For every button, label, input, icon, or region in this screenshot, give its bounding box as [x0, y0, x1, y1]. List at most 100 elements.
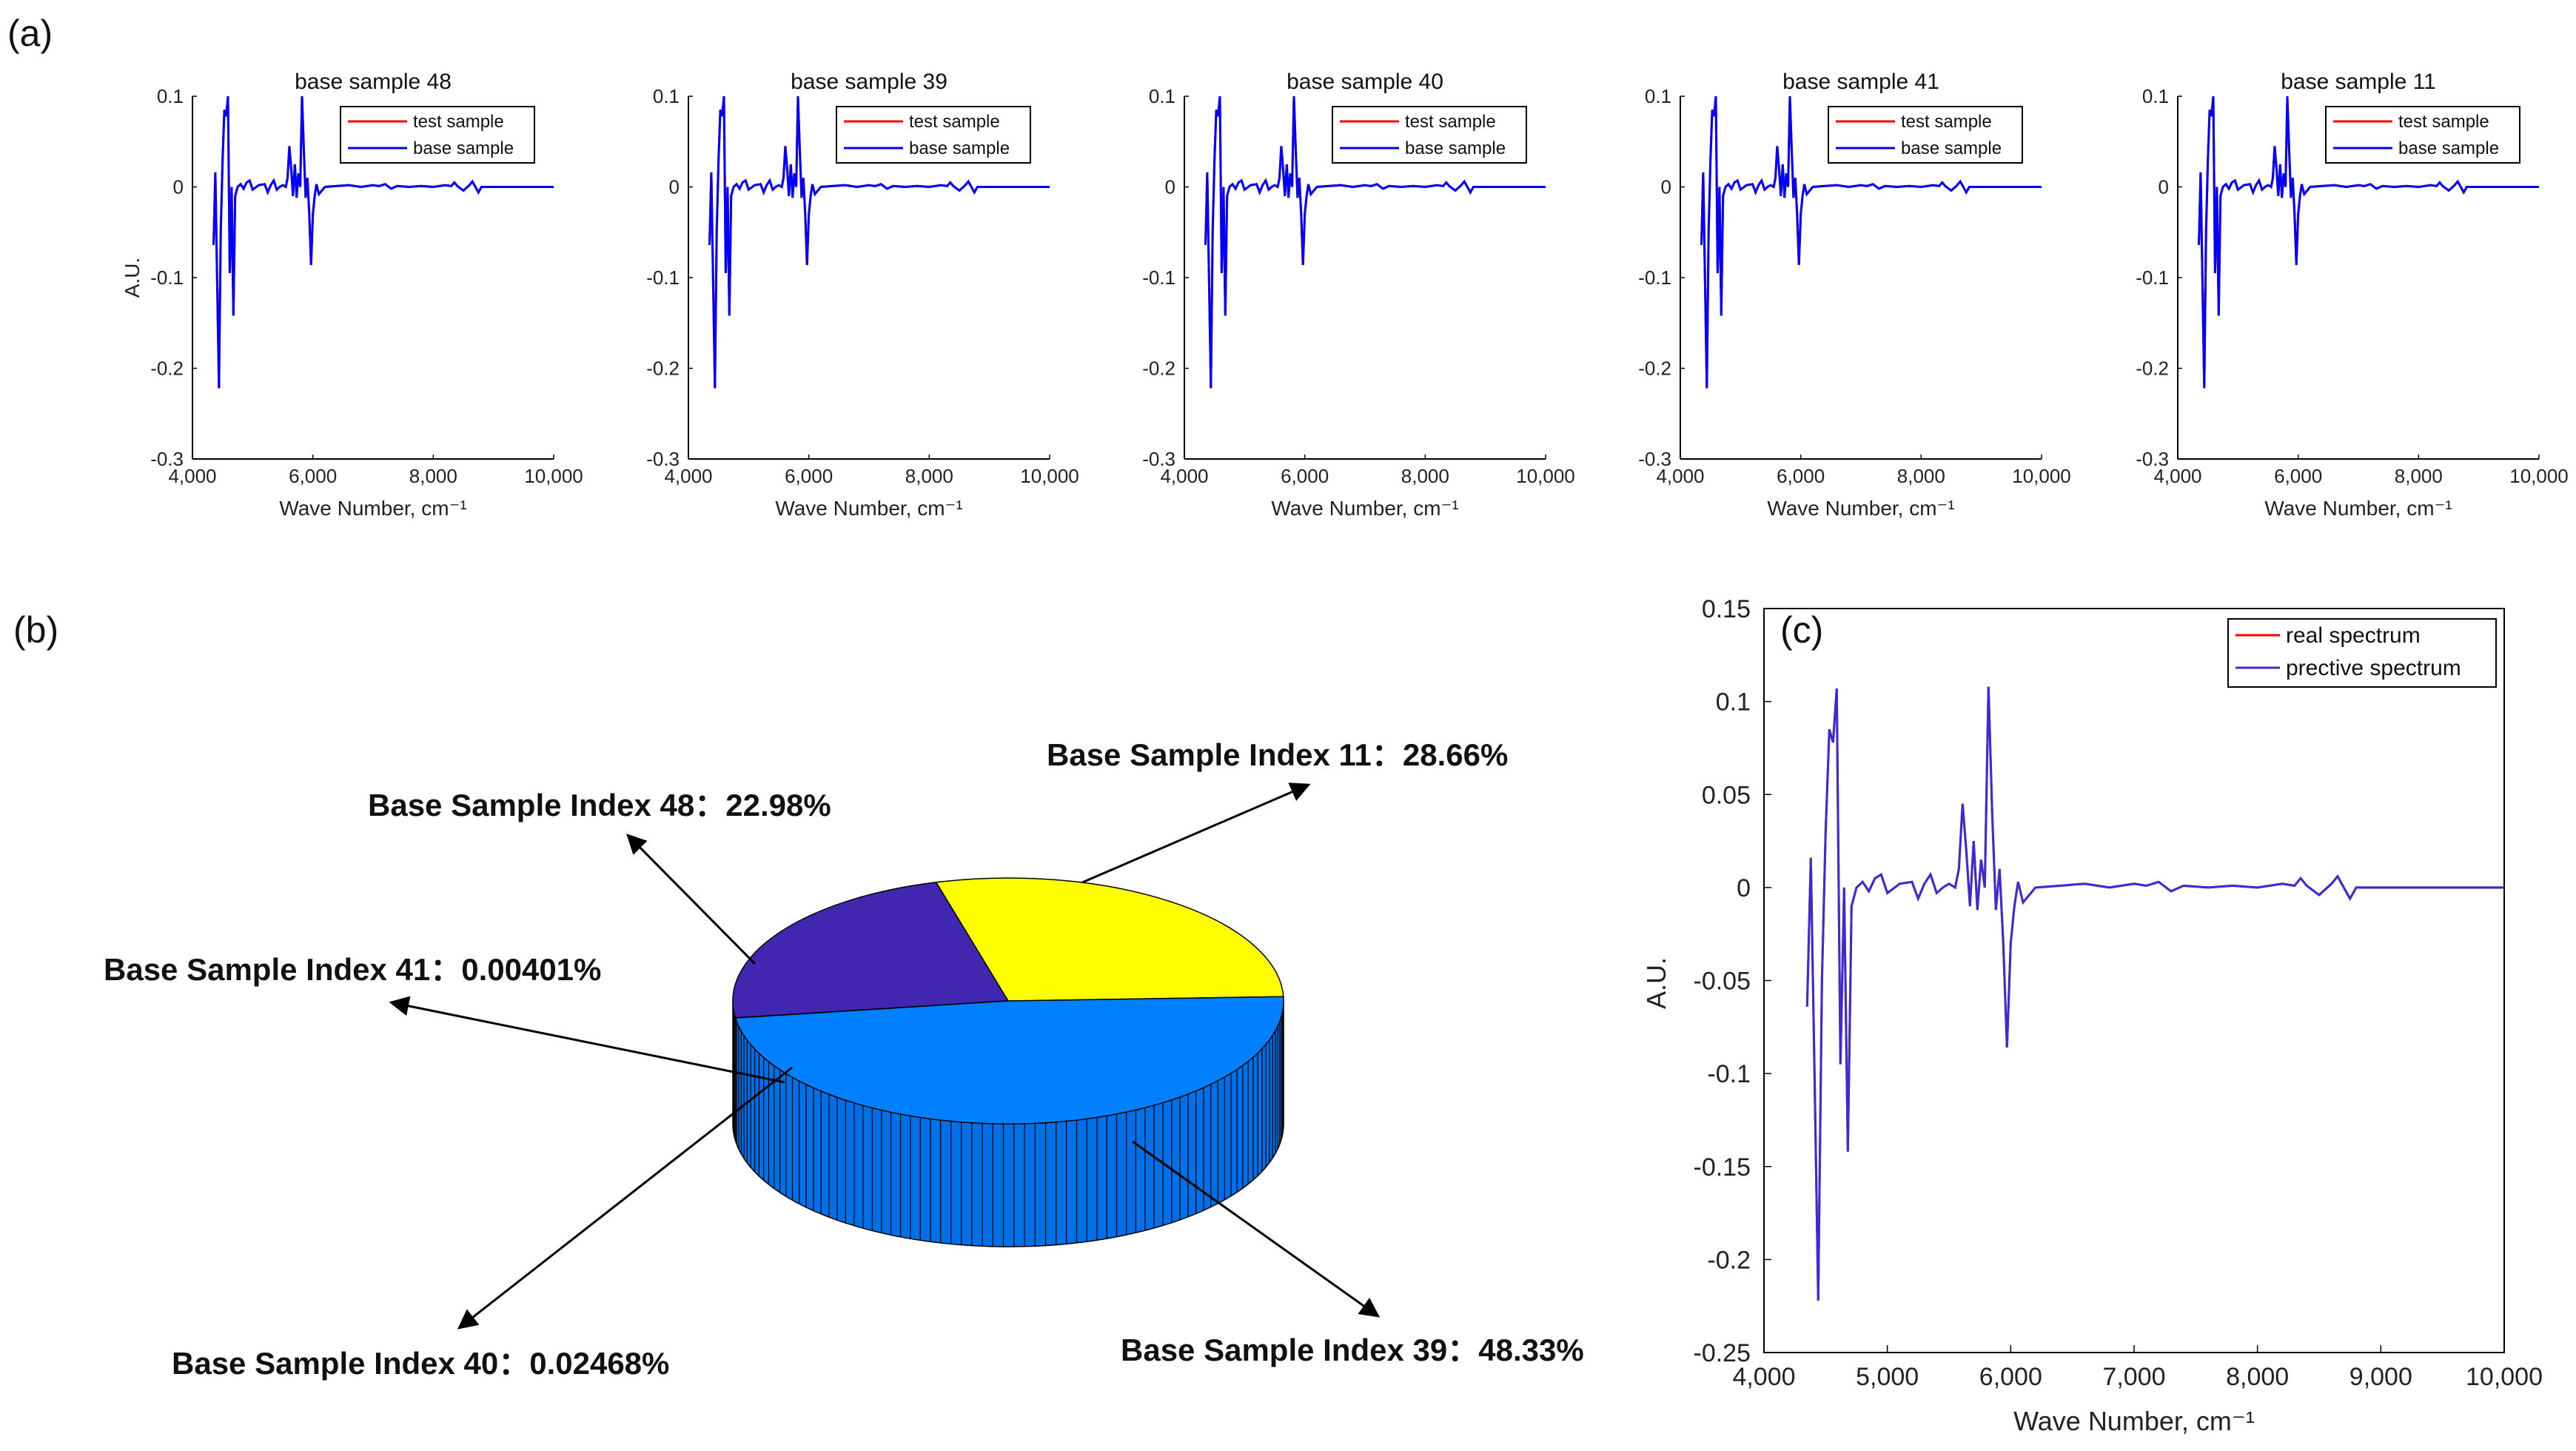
base-sample-line [1700, 95, 2042, 389]
y-tick-label: 0.1 [1645, 85, 1671, 107]
y-tick-label: 0 [2159, 176, 2169, 198]
x-tick-label: 8,000 [905, 465, 953, 487]
y-tick-label: -0.1 [1638, 267, 1671, 289]
base-sample-line [708, 95, 1050, 389]
x-tick-label: 6,000 [1777, 465, 1825, 487]
panel-a-subplots: base sample 480.10-0.1-0.2-0.34,000 6,000… [121, 70, 2569, 520]
panel-b-pie: Base Sample Index 11：28.66% Base Sample … [104, 737, 1584, 1381]
x-tick-label: 10,000 [524, 465, 583, 487]
y-tick-label: -0.2 [646, 358, 680, 380]
x-tick-label: 10,000 [2509, 465, 2569, 487]
c-x-tick-label: 5,000 [1856, 1363, 1919, 1391]
c-x-tick-label: 10,000 [2466, 1363, 2543, 1391]
c-x-tick-label: 7,000 [2102, 1363, 2165, 1391]
c-y-tick-label: 0.05 [1702, 781, 1751, 809]
subplot-title: base sample 41 [1782, 70, 1939, 94]
legend-box [1828, 106, 2023, 164]
y-tick-label: -0.3 [150, 448, 184, 470]
arrow-40 [457, 1066, 793, 1330]
panel-c-legend-box [2227, 618, 2497, 688]
y-tick-label: -0.2 [2136, 358, 2169, 380]
panel-c-real-spectrum-line [1805, 686, 2504, 1301]
c-x-tick-label: 9,000 [2349, 1363, 2412, 1391]
pie-label-39: Base Sample Index 39：48.33% [1121, 1333, 1584, 1367]
x-axis-label: Wave Number, cm⁻¹ [1767, 497, 1954, 520]
panel-c-xlabel: Wave Number, cm⁻¹ [2013, 1406, 2255, 1436]
y-tick-label: 0.1 [1149, 85, 1175, 107]
arrow-39 [1132, 1140, 1381, 1318]
pie-label-40: Base Sample Index 40：0.02468% [172, 1346, 669, 1381]
x-axis-label: Wave Number, cm⁻¹ [2264, 497, 2452, 520]
base-sample-line [1204, 95, 1546, 389]
x-axis-label: Wave Number, cm⁻¹ [775, 497, 962, 520]
panel-c-ylabel: A.U. [1641, 957, 1671, 1009]
x-tick-label: 4,000 [168, 465, 216, 487]
y-tick-label: -0.3 [646, 448, 680, 470]
panel-a-label: (a) [7, 13, 53, 54]
subplot-title: base sample 40 [1287, 70, 1443, 94]
y-tick-label: 0 [1165, 176, 1175, 198]
arrow-11 [1081, 783, 1311, 884]
y-tick-label: -0.3 [2136, 448, 2169, 470]
x-tick-label: 8,000 [1401, 465, 1449, 487]
c-y-tick-label: 0 [1737, 874, 1751, 902]
pie-slice-11 [935, 877, 1284, 1002]
pie-label-41: Base Sample Index 41：0.00401% [104, 952, 601, 987]
subplot-a-3: base sample 40 0.1 0 -0.1 -0.2 -0.34,000 6,000… [1142, 70, 1575, 520]
x-tick-label: 4,000 [2153, 465, 2201, 487]
x-axis-label: Wave Number, cm⁻¹ [279, 497, 466, 520]
legend-test-label: test sample [2398, 112, 2489, 132]
legend-base-label: base sample [1405, 138, 1506, 158]
y-tick-label: -0.1 [1142, 267, 1175, 289]
c-y-tick-label: 0.1 [1716, 688, 1751, 717]
c-x-tick-label: 8,000 [2226, 1363, 2289, 1391]
y-tick-label: -0.2 [1638, 358, 1671, 380]
x-tick-label: 4,000 [1656, 465, 1704, 487]
panel-c-predictive-spectrum-line [1805, 686, 2504, 1301]
subplot-title: base sample 11 [2281, 70, 2436, 94]
base-sample-line [212, 95, 554, 389]
legend-base-label: base sample [2398, 138, 2499, 158]
c-x-tick-label: 4,000 [1732, 1363, 1795, 1391]
y-tick-label: -0.3 [1142, 448, 1175, 470]
pie-label-48: Base Sample Index 48：22.98% [368, 788, 831, 822]
c-y-tick-label: 0.15 [1702, 595, 1751, 623]
base-sample-line [2198, 95, 2539, 389]
x-tick-label: 8,000 [1897, 465, 1945, 487]
y-tick-label: 0 [669, 176, 680, 198]
x-tick-label: 6,000 [1281, 465, 1329, 487]
y-tick-label: 0.1 [157, 85, 184, 107]
panel-c-ticks: 0.15 0.1 0.05 0 -0.05 -0.1 -0.15 -0.2 -0.254,000… [1694, 595, 2543, 1391]
pie-slice-39 [734, 996, 1284, 1125]
y-tick-label: -0.2 [150, 358, 184, 380]
y-tick-label: 0.1 [2142, 85, 2169, 107]
legend-predictive-label: prective spectrum [2286, 656, 2461, 680]
x-tick-label: 10,000 [1020, 465, 1079, 487]
subplot-a-4: base sample 41 0.1 0 -0.1 -0.2 -0.34,000 6,000… [1638, 70, 2071, 520]
y-tick-label: -0.3 [1638, 448, 1671, 470]
pie-slice-48 [732, 881, 1010, 1019]
subplot-title: base sample 39 [791, 70, 947, 94]
legend-base-label: base sample [909, 138, 1010, 158]
panel-c-axes-box [1763, 608, 2505, 1353]
legend-test-label: test sample [909, 112, 1000, 132]
x-axis-label: Wave Number, cm⁻¹ [1271, 497, 1458, 520]
legend-test-label: test sample [1901, 112, 1992, 132]
c-y-tick-label: -0.15 [1694, 1153, 1751, 1182]
y-tick-label: 0 [1661, 176, 1671, 198]
x-tick-label: 10,000 [1516, 465, 1575, 487]
x-tick-label: 10,000 [2012, 465, 2071, 487]
legend-box [836, 106, 1031, 164]
panel-b-label: (b) [13, 609, 58, 651]
x-tick-label: 4,000 [1160, 465, 1208, 487]
x-tick-label: 8,000 [2395, 465, 2443, 487]
legend-test-label: test sample [1405, 112, 1496, 132]
y-tick-label: -0.1 [150, 267, 184, 289]
y-tick-label: 0.1 [653, 85, 680, 107]
legend-test-label: test sample [413, 112, 504, 132]
arrow-48 [626, 834, 757, 965]
y-tick-label: 0 [173, 176, 184, 198]
legend-base-label: base sample [413, 138, 514, 158]
c-y-tick-label: -0.25 [1694, 1339, 1751, 1367]
